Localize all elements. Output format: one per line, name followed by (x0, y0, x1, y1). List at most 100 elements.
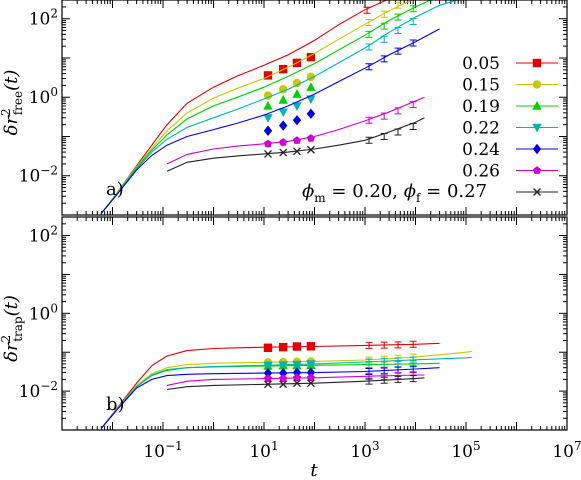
legend-marker (532, 143, 542, 155)
error-bar (380, 132, 388, 140)
phi-annotation-f_sub: f (416, 191, 422, 205)
data-marker (263, 100, 273, 110)
panel-label: b) (106, 394, 125, 415)
data-marker (263, 71, 273, 80)
plot-area (100, 340, 472, 429)
data-marker (292, 78, 302, 88)
error-bar (394, 1, 402, 9)
y-axis-label-sub: trap (11, 316, 25, 342)
error-bar (380, 10, 388, 18)
error-bar (409, 17, 417, 25)
legend-label: 0.26 (462, 162, 500, 182)
series-line (100, 0, 388, 214)
x-tick-label-exp: 5 (473, 439, 481, 453)
error-bar (394, 128, 402, 136)
y-tick-label-base: 10 (29, 304, 51, 324)
y-axis-label-arg: (t) (1, 295, 22, 316)
y-tick-label-base: 10 (29, 10, 51, 30)
series-line (100, 356, 472, 429)
x-tick-label-base: 10 (350, 442, 372, 462)
legend-marker (532, 101, 542, 110)
error-bar (394, 357, 402, 365)
error-bar (380, 55, 388, 63)
error-bar (409, 375, 417, 383)
x-tick-label: 101 (249, 439, 278, 462)
data-marker (306, 82, 316, 91)
x-tick-label-exp: 3 (372, 439, 380, 453)
y-tick-label-exp: 0 (50, 301, 58, 315)
error-bar (365, 377, 373, 385)
y-axis-label-sup: 2 (0, 108, 13, 116)
y-tick-label-base: 10 (19, 167, 41, 187)
legend-label: 0.05 (462, 54, 500, 74)
legend-marker (532, 58, 542, 68)
data-marker (279, 342, 288, 352)
error-bar (409, 122, 417, 130)
data-marker (279, 367, 288, 379)
y-tick-label-base: 10 (19, 382, 41, 402)
x-tick-label-exp: 1 (271, 439, 279, 453)
error-bar (365, 116, 373, 124)
data-marker (264, 149, 272, 158)
data-marker (279, 138, 288, 146)
x-tick-label: 103 (350, 439, 379, 462)
y-axis-label-sup: 2 (0, 335, 13, 343)
legend: 0.050.150.190.220.240.26 (462, 54, 558, 196)
data-marker (292, 102, 302, 111)
y-tick-label-exp: 2 (50, 7, 58, 21)
legend-label: 0.24 (462, 140, 500, 160)
y-tick-label: 100 (29, 301, 58, 324)
legend-label: 0.15 (462, 76, 500, 96)
error-bar (365, 358, 373, 366)
legend-marker (533, 188, 541, 196)
data-marker (292, 342, 302, 351)
legend-label: 0.22 (462, 119, 500, 139)
data-marker (278, 108, 288, 118)
y-tick-label: 10−2 (19, 379, 58, 402)
y-tick-label-exp: −2 (40, 379, 58, 393)
panel-a: 10−2100102a)δr2free(t)0.050.150.190.220.… (0, 0, 568, 216)
data-marker (279, 148, 288, 157)
error-bar (380, 112, 388, 120)
error-bar (394, 47, 402, 55)
error-bar (409, 101, 417, 109)
error-bar (380, 22, 388, 30)
data-marker (279, 380, 288, 389)
data-marker (293, 147, 301, 156)
y-tick-label-exp: 2 (50, 224, 58, 238)
y-tick-label: 102 (29, 224, 58, 247)
y-axis-label: δr2trap(t) (0, 295, 25, 362)
data-marker (306, 360, 316, 369)
y-tick-label: 102 (29, 7, 58, 30)
series-line (166, 96, 425, 165)
x-tick-label-exp: −1 (165, 439, 183, 453)
y-tick-label-exp: 0 (50, 85, 58, 99)
error-bar (365, 19, 373, 27)
y-axis-label-base: δr (1, 115, 22, 136)
error-bar (365, 341, 373, 349)
data-marker (264, 139, 272, 148)
x-axis-label: t (310, 460, 318, 480)
error-bar (394, 27, 402, 35)
legend-marker (533, 166, 541, 174)
phi-annotation-m_base: ϕ (302, 181, 314, 202)
error-bar (409, 340, 417, 348)
error-bar (394, 375, 402, 383)
panel-label: a) (106, 179, 124, 200)
data-marker (306, 134, 315, 142)
data-marker (264, 380, 272, 389)
data-marker (264, 374, 272, 382)
data-marker (278, 95, 288, 104)
y-tick-label-exp: −2 (40, 164, 58, 178)
series-line (166, 377, 425, 391)
y-tick-label: 100 (29, 85, 58, 108)
data-marker (292, 115, 302, 126)
data-marker (306, 52, 316, 62)
x-tick-label-base: 10 (249, 442, 271, 462)
data-marker (306, 342, 316, 351)
data-marker (306, 373, 315, 382)
error-bar (365, 30, 373, 38)
error-bar (409, 365, 417, 373)
legend-marker (532, 80, 542, 89)
